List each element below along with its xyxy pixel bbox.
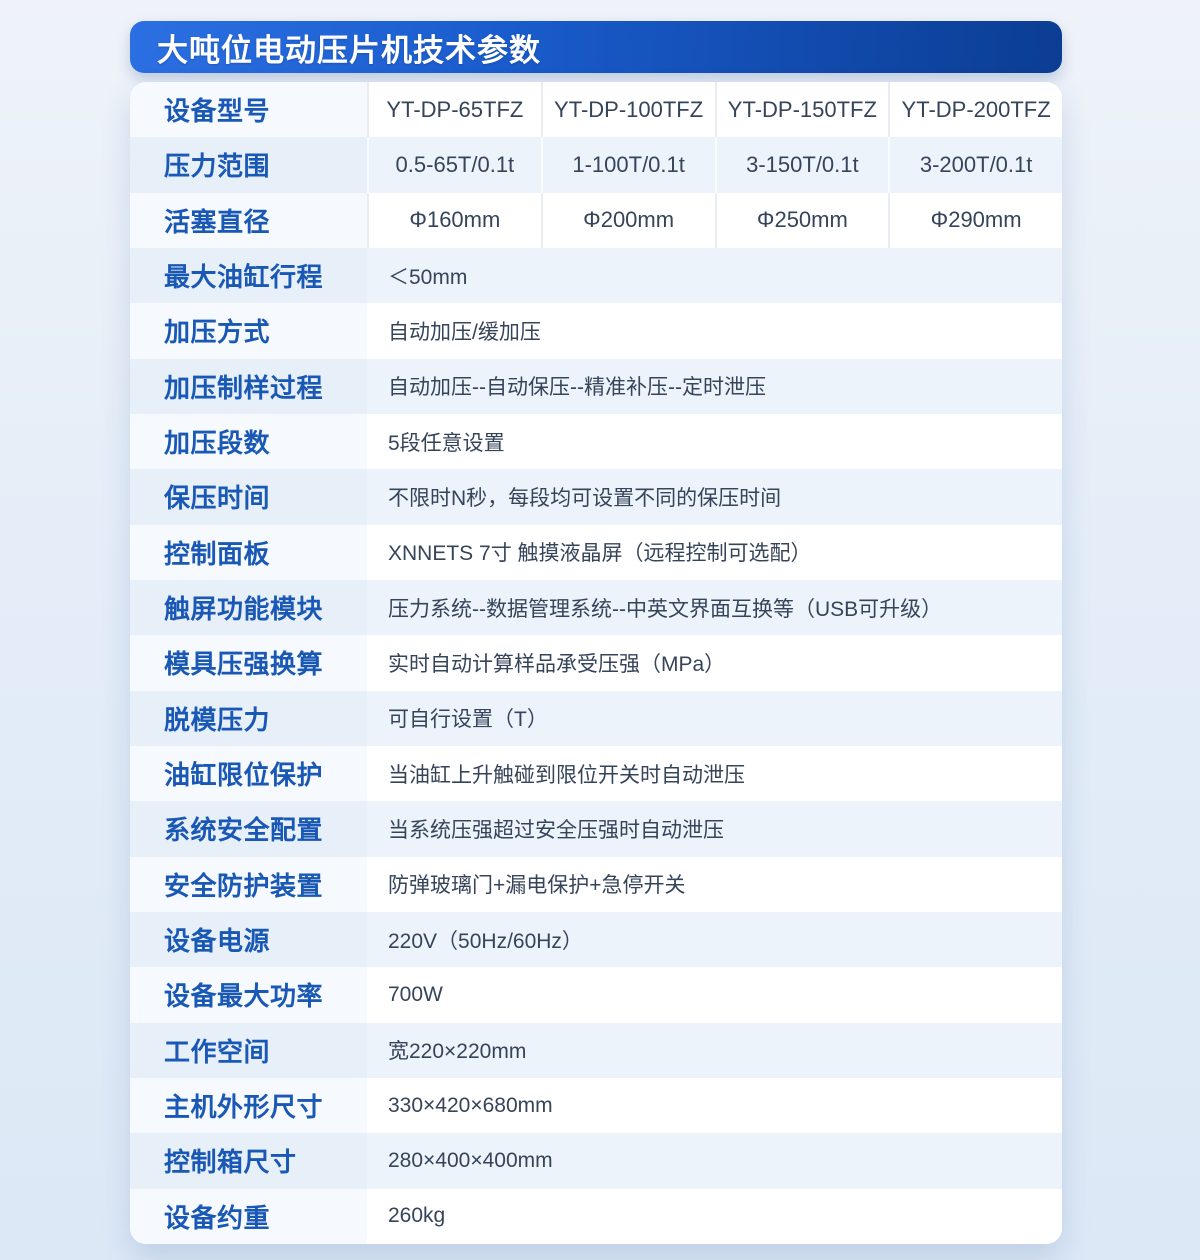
- spec-label: 最大油缸行程: [130, 247, 367, 304]
- spec-value: Φ290mm: [888, 192, 1062, 248]
- spec-value: 防弹玻璃门+漏电保护+急停开关: [367, 856, 1062, 912]
- table-row: 脱模压力 可自行设置（T）: [130, 690, 1062, 746]
- spec-value: 0.5-65T/0.1t: [367, 137, 541, 193]
- spec-value: 3-150T/0.1t: [714, 137, 889, 193]
- spec-value: 宽220×220mm: [367, 1022, 1062, 1078]
- table-row: 安全防护装置 防弹玻璃门+漏电保护+急停开关: [130, 856, 1062, 912]
- spec-label: 加压方式: [130, 303, 367, 359]
- spec-label: 设备最大功率: [130, 967, 367, 1023]
- spec-value: YT-DP-200TFZ: [888, 82, 1062, 138]
- spec-label: 保压时间: [130, 469, 367, 525]
- table-row: 加压方式 自动加压/缓加压: [130, 303, 1062, 359]
- spec-label: 油缸限位保护: [130, 745, 367, 802]
- spec-label: 工作空间: [130, 1022, 367, 1078]
- spec-value: Φ250mm: [714, 192, 889, 248]
- spec-value: 1-100T/0.1t: [540, 137, 715, 193]
- spec-label: 活塞直径: [130, 192, 367, 248]
- spec-label: 加压制样过程: [130, 358, 367, 414]
- spec-label: 安全防护装置: [130, 856, 367, 912]
- table-row: 设备约重 260kg: [130, 1188, 1062, 1244]
- table-row: 设备型号 YT-DP-65TFZ YT-DP-100TFZ YT-DP-150TFZ Y…: [130, 82, 1062, 138]
- spec-label: 模具压强换算: [130, 635, 367, 691]
- spec-label: 系统安全配置: [130, 801, 367, 857]
- spec-value: 700W: [367, 967, 1062, 1023]
- table-row: 保压时间 不限时N秒，每段均可设置不同的保压时间: [130, 469, 1062, 525]
- spec-value: YT-DP-150TFZ: [714, 82, 889, 138]
- spec-label: 控制面板: [130, 524, 367, 580]
- spec-label: 加压段数: [130, 413, 367, 470]
- spec-label: 设备电源: [130, 911, 367, 968]
- table-row: 设备电源 220V（50Hz/60Hz）: [130, 911, 1062, 968]
- table-row: 压力范围 0.5-65T/0.1t 1-100T/0.1t 3-150T/0.1t 3-…: [130, 137, 1062, 193]
- table-row: 系统安全配置 当系统压强超过安全压强时自动泄压: [130, 801, 1062, 857]
- spec-table: 设备型号 YT-DP-65TFZ YT-DP-100TFZ YT-DP-150TFZ Y…: [130, 82, 1062, 1244]
- page-title: 大吨位电动压片机技术参数: [157, 32, 541, 68]
- spec-value: 260kg: [367, 1188, 1062, 1244]
- spec-value: YT-DP-100TFZ: [540, 82, 715, 138]
- table-row: 加压制样过程 自动加压--自动保压--精准补压--定时泄压: [130, 358, 1062, 414]
- spec-value: 不限时N秒，每段均可设置不同的保压时间: [367, 469, 1062, 525]
- spec-value: 可自行设置（T）: [367, 690, 1062, 746]
- spec-label: 主机外形尺寸: [130, 1077, 367, 1134]
- table-row: 油缸限位保护 当油缸上升触碰到限位开关时自动泄压: [130, 745, 1062, 802]
- spec-value: Φ160mm: [367, 192, 541, 248]
- table-row: 设备最大功率 700W: [130, 967, 1062, 1023]
- table-row: 触屏功能模块 压力系统--数据管理系统--中英文界面互换等（USB可升级）: [130, 579, 1062, 636]
- spec-value: 330×420×680mm: [367, 1077, 1062, 1134]
- spec-label: 控制箱尺寸: [130, 1133, 367, 1189]
- table-row: 控制面板 XNNETS 7寸 触摸液晶屏（远程控制可选配）: [130, 524, 1062, 580]
- spec-label: 设备型号: [130, 82, 367, 138]
- spec-value: 自动加压--自动保压--精准补压--定时泄压: [367, 358, 1062, 414]
- spec-value: 实时自动计算样品承受压强（MPa）: [367, 635, 1062, 691]
- spec-value: 自动加压/缓加压: [367, 303, 1062, 359]
- spec-value: 当系统压强超过安全压强时自动泄压: [367, 801, 1062, 857]
- spec-value: Φ200mm: [540, 192, 715, 248]
- spec-value: 5段任意设置: [367, 413, 1062, 470]
- spec-value: YT-DP-65TFZ: [367, 82, 541, 138]
- table-row: 加压段数 5段任意设置: [130, 413, 1062, 470]
- spec-value: 280×400×400mm: [367, 1133, 1062, 1189]
- spec-value: 压力系统--数据管理系统--中英文界面互换等（USB可升级）: [367, 579, 1062, 636]
- table-row: 活塞直径 Φ160mm Φ200mm Φ250mm Φ290mm: [130, 192, 1062, 248]
- spec-label: 脱模压力: [130, 690, 367, 746]
- spec-label: 设备约重: [130, 1188, 367, 1244]
- spec-label: 压力范围: [130, 137, 367, 193]
- title-banner: 大吨位电动压片机技术参数: [130, 21, 1062, 73]
- table-row: 最大油缸行程 ＜50mm: [130, 247, 1062, 304]
- spec-value: ＜50mm: [367, 247, 1062, 304]
- table-row: 模具压强换算 实时自动计算样品承受压强（MPa）: [130, 635, 1062, 691]
- spec-value: 220V（50Hz/60Hz）: [367, 911, 1062, 968]
- spec-label: 触屏功能模块: [130, 579, 367, 636]
- table-row: 控制箱尺寸 280×400×400mm: [130, 1133, 1062, 1189]
- spec-value: 当油缸上升触碰到限位开关时自动泄压: [367, 745, 1062, 802]
- table-row: 工作空间 宽220×220mm: [130, 1022, 1062, 1078]
- table-row: 主机外形尺寸 330×420×680mm: [130, 1077, 1062, 1134]
- spec-value: XNNETS 7寸 触摸液晶屏（远程控制可选配）: [367, 524, 1062, 580]
- spec-value: 3-200T/0.1t: [888, 137, 1062, 193]
